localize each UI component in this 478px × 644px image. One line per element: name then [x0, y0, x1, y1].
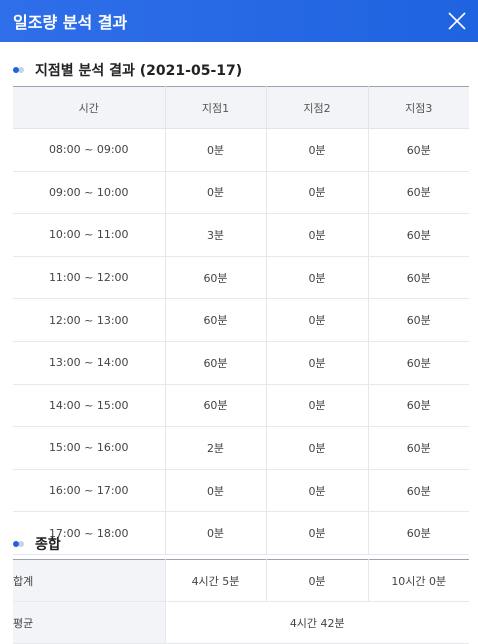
table-cell: 60분 [165, 256, 267, 300]
table-cell: 60분 [368, 256, 469, 300]
time-cell: 10:00 ~ 11:00 [13, 213, 166, 257]
table-row: 13:00 ~ 14:00 60분 0분 60분 [13, 341, 469, 385]
table-cell: 0분 [266, 341, 369, 385]
summary-table: 합계 4시간 5분 0분 10시간 0분 평균 4시간 42분 [13, 559, 469, 644]
dialog-title: 일조량 분석 결과 [13, 13, 128, 32]
row-label: 합계 [13, 559, 166, 602]
table-cell: 60분 [368, 426, 469, 470]
close-icon [448, 12, 466, 30]
table-cell: 60분 [368, 213, 469, 257]
table-cell: 0분 [266, 213, 369, 257]
row-label: 평균 [13, 601, 166, 644]
table-cell: 4시간 5분 [165, 559, 267, 602]
table-cell: 0분 [266, 256, 369, 300]
table-cell: 0분 [266, 426, 369, 470]
time-cell: 08:00 ~ 09:00 [13, 128, 166, 172]
table-cell: 0분 [266, 128, 369, 172]
table-cell: 0분 [266, 469, 369, 513]
table-row: 08:00 ~ 09:00 0분 0분 60분 [13, 128, 469, 172]
table-cell: 60분 [368, 298, 469, 342]
time-cell: 17:00 ~ 18:00 [13, 511, 166, 555]
table-row: 16:00 ~ 17:00 0분 0분 60분 [13, 469, 469, 513]
time-cell: 12:00 ~ 13:00 [13, 298, 166, 342]
table-cell: 60분 [368, 384, 469, 428]
table-cell: 0분 [266, 384, 369, 428]
time-cell: 09:00 ~ 10:00 [13, 171, 166, 215]
table-cell: 2분 [165, 426, 267, 470]
summary-row-average: 평균 4시간 42분 [13, 601, 469, 644]
table-cell: 60분 [165, 298, 267, 342]
table-cell: 60분 [368, 128, 469, 172]
dialog-header: 일조량 분석 결과 [0, 0, 478, 42]
table-cell: 60분 [368, 341, 469, 385]
table-row: 11:00 ~ 12:00 60분 0분 60분 [13, 256, 469, 300]
table-header-row: 시간 지점1 지점2 지점3 [13, 86, 469, 129]
table-cell: 10시간 0분 [368, 559, 469, 602]
column-header: 지점1 [165, 86, 267, 129]
table-cell: 3분 [165, 213, 267, 257]
section-title-summary: 종합 [13, 534, 61, 554]
table-cell: 4시간 42분 [165, 601, 469, 644]
table-cell: 60분 [368, 469, 469, 513]
table-cell: 0분 [165, 511, 267, 555]
table-cell: 0분 [266, 171, 369, 215]
close-button[interactable] [444, 8, 470, 34]
table-row: 15:00 ~ 16:00 2분 0분 60분 [13, 426, 469, 470]
time-cell: 11:00 ~ 12:00 [13, 256, 166, 300]
column-header: 지점3 [368, 86, 469, 129]
time-cell: 13:00 ~ 14:00 [13, 341, 166, 385]
table-row: 10:00 ~ 11:00 3분 0분 60분 [13, 213, 469, 257]
time-cell: 16:00 ~ 17:00 [13, 469, 166, 513]
section-title-text: 지점별 분석 결과 (2021-05-17) [35, 63, 243, 79]
table-cell: 0분 [266, 298, 369, 342]
table-cell: 0분 [165, 128, 267, 172]
summary-row-total: 합계 4시간 5분 0분 10시간 0분 [13, 559, 469, 602]
section-title-by-point: 지점별 분석 결과 (2021-05-17) [13, 60, 242, 80]
column-header: 지점2 [266, 86, 369, 129]
column-header: 시간 [13, 86, 166, 129]
table-cell: 0분 [266, 559, 369, 602]
table-row: 17:00 ~ 18:00 0분 0분 60분 [13, 511, 469, 555]
table-cell: 0분 [165, 171, 267, 215]
time-cell: 14:00 ~ 15:00 [13, 384, 166, 428]
table-cell: 0분 [266, 511, 369, 555]
table-cell: 60분 [368, 511, 469, 555]
table-row: 09:00 ~ 10:00 0분 0분 60분 [13, 171, 469, 215]
table-cell: 60분 [165, 384, 267, 428]
section-title-text: 종합 [35, 537, 61, 553]
table-cell: 60분 [165, 341, 267, 385]
bullet-dot-icon [13, 66, 27, 74]
table-row: 12:00 ~ 13:00 60분 0분 60분 [13, 298, 469, 342]
bullet-dot-icon [13, 540, 27, 548]
analysis-table: 시간 지점1 지점2 지점3 08:00 ~ 09:00 0분 0분 60분 09:0… [13, 86, 469, 555]
time-cell: 15:00 ~ 16:00 [13, 426, 166, 470]
table-cell: 0분 [165, 469, 267, 513]
table-row: 14:00 ~ 15:00 60분 0분 60분 [13, 384, 469, 428]
table-cell: 60분 [368, 171, 469, 215]
